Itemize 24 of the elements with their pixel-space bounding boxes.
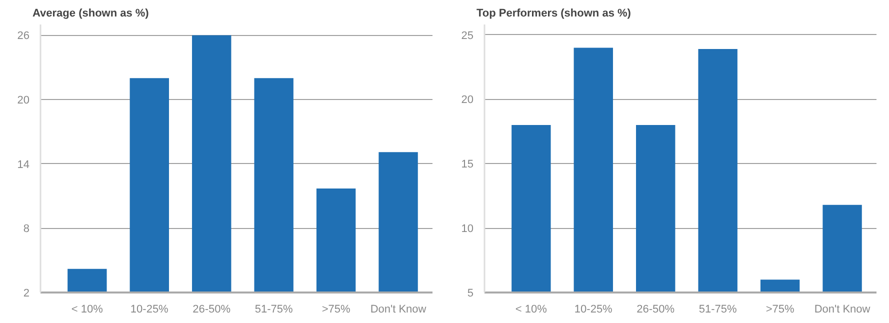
x-tick-label: Don't Know <box>814 304 870 316</box>
chart-title: Average (shown as %) <box>32 8 150 20</box>
x-tick-label: 10-25% <box>574 304 613 316</box>
x-tick-label: 51-75% <box>698 304 738 316</box>
x-tick-label: 26-50% <box>636 304 675 316</box>
y-tick-label: 2 <box>23 288 30 300</box>
y-tick-label: 5 <box>467 288 474 300</box>
y-tick-label: 8 <box>23 223 30 236</box>
y-tick-label: 20 <box>17 94 30 107</box>
chart-title: Top Performers (shown as %) <box>476 8 632 20</box>
y-tick-label: 15 <box>461 158 474 171</box>
x-tick-label: 26-50% <box>192 304 231 316</box>
x-tick-label: >75% <box>322 304 350 316</box>
y-tick-label: 14 <box>17 158 30 171</box>
y-tick-label: 26 <box>17 30 30 42</box>
y-tick-label: 20 <box>461 94 474 106</box>
x-tick-label: < 10% <box>515 304 548 316</box>
x-tick-label: Don't Know <box>370 304 426 316</box>
x-tick-label: 10-25% <box>130 304 169 316</box>
x-tick-label: < 10% <box>71 304 104 316</box>
y-tick-label: 10 <box>461 223 474 236</box>
y-tick-label: 25 <box>461 30 474 42</box>
x-tick-label: 51-75% <box>254 304 294 316</box>
x-tick-label: >75% <box>766 304 794 316</box>
